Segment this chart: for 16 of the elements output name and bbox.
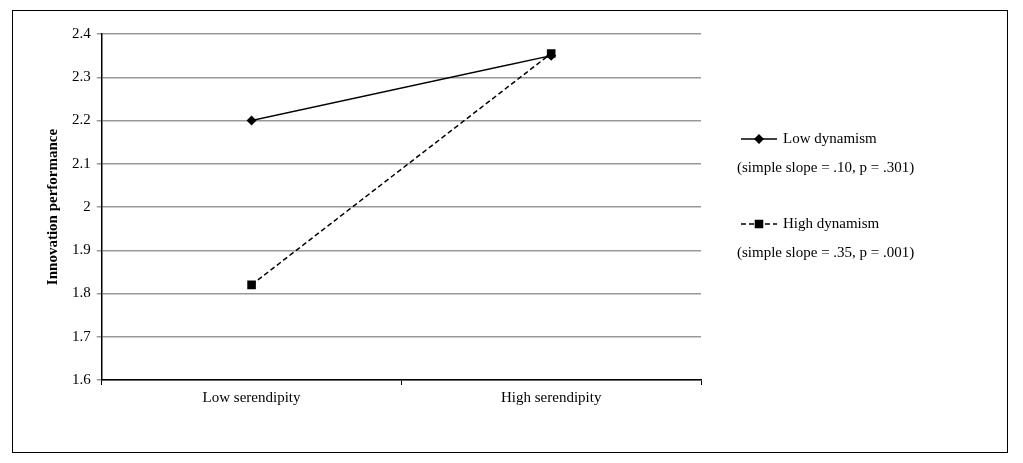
y-tick-label: 1.7 bbox=[72, 327, 92, 344]
x-tick-label: Low serendipity bbox=[202, 388, 301, 405]
y-tick-label: 2.1 bbox=[72, 154, 91, 171]
legend-label: High dynamism bbox=[783, 214, 880, 231]
y-tick-label: 2 bbox=[83, 197, 91, 214]
text: (simple slope = .35, p = .001) bbox=[737, 243, 915, 261]
y-tick-label: 1.6 bbox=[72, 370, 92, 387]
x-tick-label: High serendipity bbox=[500, 388, 602, 405]
y-tick-label: 2.2 bbox=[72, 111, 91, 128]
y-tick-label: 1.9 bbox=[72, 241, 91, 258]
y-tick-label: 1.8 bbox=[72, 284, 91, 301]
y-axis-title: Innovation performance bbox=[43, 128, 60, 286]
y-tick-label: 2.4 bbox=[72, 24, 92, 41]
text: (simple slope = .10, p = .301) bbox=[737, 158, 915, 176]
legend-label: Low dynamism bbox=[783, 129, 878, 146]
y-tick-label: 2.3 bbox=[72, 68, 91, 85]
